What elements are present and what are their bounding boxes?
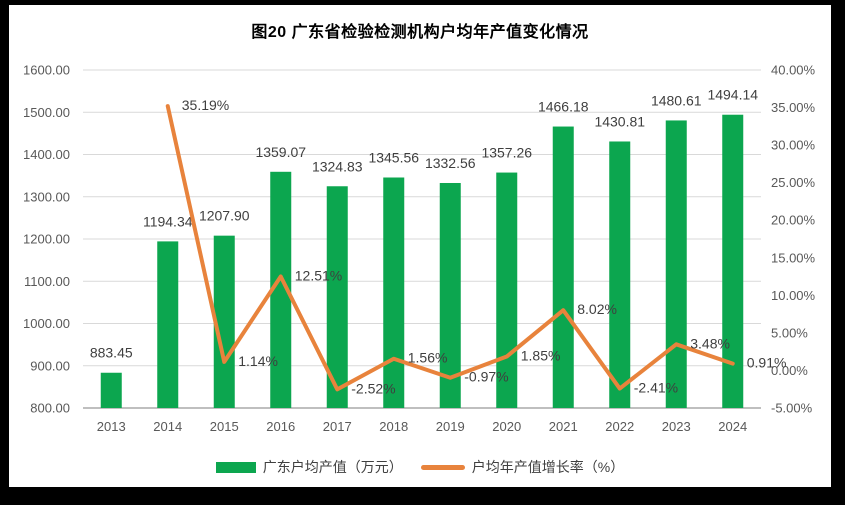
left-axis-tick-label: 1500.00 (23, 105, 70, 120)
line-value-label: -2.52% (351, 380, 395, 396)
right-axis-tick-label: 25.00% (771, 175, 816, 190)
bar (100, 372, 122, 408)
left-axis-tick-label: 800.00 (30, 401, 70, 416)
chart-card: 图20 广东省检验检测机构户均年产值变化情况 800.00 900.00 1000.… (9, 5, 831, 487)
line-value-label: 1.85% (521, 348, 561, 364)
bar-value-label: 1494.14 (707, 87, 758, 103)
bar-value-label: 1480.61 (651, 92, 702, 108)
left-axis-tick-label: 900.00 (30, 358, 70, 373)
bar (722, 114, 744, 408)
right-axis-tick-label: 40.00% (771, 63, 816, 78)
x-axis-tick-label: 2015 (210, 419, 239, 434)
left-axis-tick-label: 1300.00 (23, 189, 70, 204)
left-axis-tick-label: 1000.00 (23, 316, 70, 331)
line-value-label: 35.19% (182, 97, 229, 113)
bar-series-swatch (215, 461, 256, 473)
bar-value-label: 1194.34 (143, 213, 193, 229)
x-axis-tick-label: 2023 (662, 419, 691, 434)
line-value-label: 3.48% (690, 335, 730, 351)
bar (609, 141, 631, 408)
line-value-label: 1.14% (238, 353, 278, 369)
line-value-label: -0.97% (464, 369, 508, 385)
bar (496, 172, 518, 408)
growth-line (165, 104, 735, 392)
right-axis-tick-label: 15.00% (771, 250, 816, 265)
x-axis-tick-label: 2013 (97, 419, 126, 434)
bar (665, 120, 687, 409)
line-value-label: 12.51% (295, 267, 342, 283)
right-axis-tick-label: 10.00% (771, 288, 816, 303)
bar-value-label: 1345.56 (368, 150, 419, 166)
x-axis-tick-label: 2022 (605, 419, 634, 434)
bar-value-label: 1359.07 (255, 144, 306, 160)
left-axis-tick-label: 1100.00 (24, 274, 70, 289)
x-axis-tick-label: 2024 (718, 419, 747, 434)
bar-value-label: 1332.56 (425, 155, 476, 171)
legend-label-line-series: 户均年产值增长率（%） (471, 459, 625, 475)
line-value-label: 8.02% (577, 301, 617, 317)
bar (383, 177, 405, 408)
x-axis-tick-label: 2021 (549, 419, 578, 434)
right-axis-tick-label: 30.00% (771, 138, 816, 153)
right-axis-tick-label: 5.00% (771, 325, 808, 340)
bar-value-label: 1207.90 (199, 208, 250, 224)
bar (326, 186, 348, 408)
bar-value-label: 1466.18 (538, 99, 589, 115)
line-value-label: -2.41% (634, 380, 678, 396)
chart-title: 图20 广东省检验检测机构户均年产值变化情况 (251, 24, 589, 41)
bar (270, 171, 292, 408)
left-axis-tick-label: 1600.00 (23, 63, 70, 78)
combo-chart-plot: 800.00 900.00 1000.00 1100.00 1200.00 1300.00… (23, 63, 816, 435)
legend-item-line-series: 户均年产值增长率（%） (420, 457, 625, 477)
bar (157, 241, 179, 408)
bar (213, 235, 235, 408)
left-axis-tick-label: 1200.00 (23, 232, 70, 247)
bar-value-label: 1324.83 (312, 158, 363, 174)
bar-value-label: 883.45 (90, 345, 133, 361)
right-axis-tick-label: 35.00% (771, 100, 816, 115)
bar-value-label: 1357.26 (481, 145, 532, 161)
x-axis-tick-label: 2019 (436, 419, 465, 434)
x-axis-tick-label: 2014 (153, 419, 182, 434)
line-value-label: 0.91% (747, 355, 787, 371)
bar (552, 126, 574, 409)
left-axis-tick-label: 1400.00 (23, 147, 70, 162)
bar-value-label: 1430.81 (594, 113, 645, 129)
legend-item-bar-series: 广东户均产值（万元） (215, 457, 403, 477)
x-axis-tick-label: 2016 (266, 419, 295, 434)
right-axis-tick-label: 20.00% (771, 213, 816, 228)
line-value-label: 1.56% (408, 350, 448, 366)
right-axis-tick-label: 0.00% (771, 363, 808, 378)
x-axis-tick-label: 2017 (323, 419, 352, 434)
right-axis-tick-label: -5.00% (771, 401, 813, 416)
x-axis-tick-label: 2018 (379, 419, 408, 434)
bar (439, 182, 461, 408)
line-series-swatch (420, 464, 465, 470)
chart-legend: 广东户均产值（万元） 户均年产值增长率（%） (9, 457, 831, 477)
x-axis-tick-label: 2020 (492, 419, 521, 434)
legend-label-bar-series: 广东户均产值（万元） (262, 459, 403, 475)
